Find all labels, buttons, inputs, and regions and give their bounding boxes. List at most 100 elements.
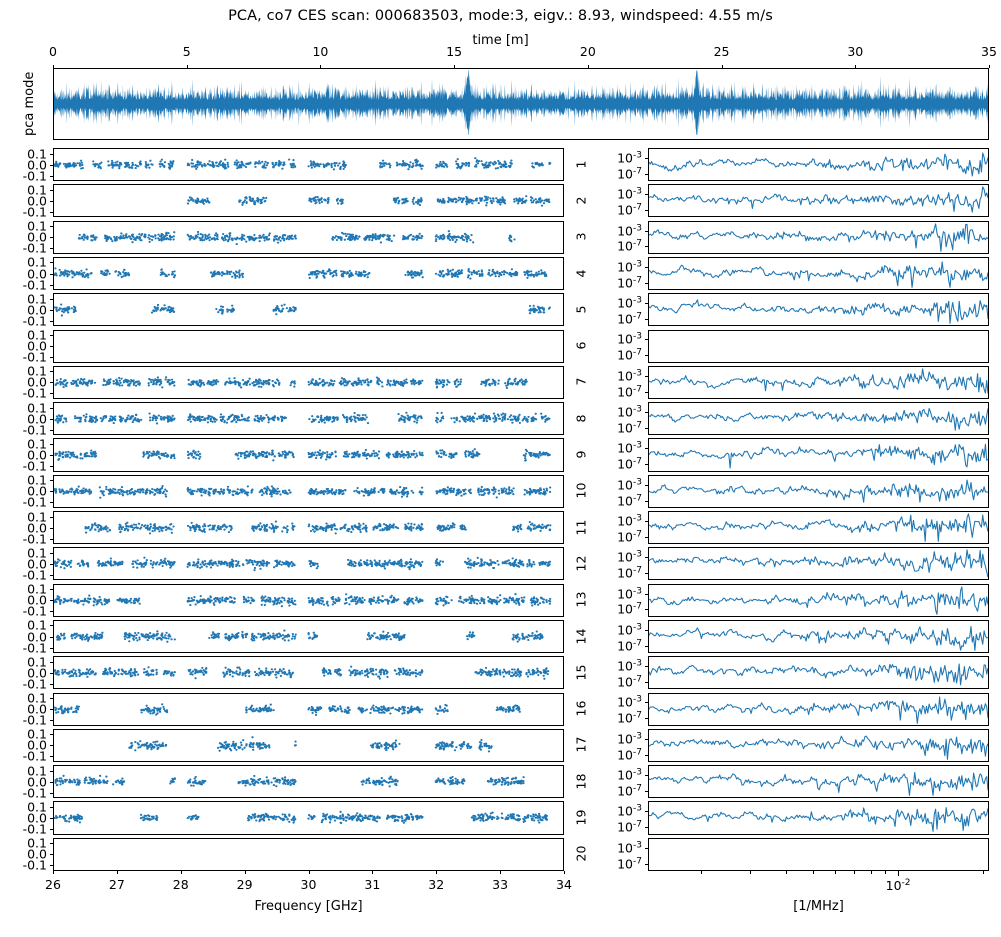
mode-yticklabel: 0.1 — [27, 799, 47, 815]
mode-yticklabel: 0.1 — [27, 581, 47, 597]
spectrum-yticklabel: 10-7 — [617, 565, 642, 581]
spectrum-ytick — [644, 230, 648, 232]
figure-title: PCA, co7 CES scan: 000683503, mode:3, ei… — [228, 8, 773, 24]
frequency-axis-tick — [53, 870, 54, 875]
mode-timestream-panel — [53, 329, 564, 363]
mode-ytick — [49, 248, 53, 250]
mode-timestream-panel — [53, 256, 564, 291]
mode-timestream-panel — [53, 474, 564, 508]
spectrum-yticklabel: 10-3 — [617, 513, 642, 529]
mode-ytick — [49, 611, 53, 613]
mode-number-label: 6 — [573, 341, 589, 350]
mode-ytick — [49, 443, 53, 445]
spectrum-yticklabel: 10-3 — [617, 404, 642, 420]
spectrum-yticklabel: 10-3 — [617, 694, 642, 711]
time-axis-tick — [454, 64, 456, 68]
mode-timestream-panel — [53, 293, 564, 327]
spectrum-yticklabel: 10-7 — [617, 529, 642, 545]
spectrum-ytick — [644, 391, 648, 393]
mode-ytick — [49, 429, 53, 431]
mode-ytick — [49, 647, 53, 649]
mode-number-label: 3 — [573, 232, 589, 241]
inv-mhz-axis-label: [1/MHz] — [793, 898, 844, 914]
mode-ytick — [49, 466, 53, 468]
mode-yticklabel: 0.0 — [27, 737, 47, 753]
spectrum-ytick — [644, 536, 648, 538]
mode-yticklabel: -0.1 — [22, 168, 47, 184]
spectrum-yticklabel: 10-3 — [617, 295, 642, 311]
mode-yticklabel: 0.0 — [27, 520, 47, 536]
spectrum-axis-minor-tick — [700, 870, 702, 875]
mode-yticklabel: 0.0 — [27, 157, 47, 173]
spectrum-ytick — [644, 339, 648, 341]
mode-powerspectrum-panel — [648, 148, 989, 182]
mode-ytick — [49, 770, 53, 772]
spectrum-axis-ticklabel: 10-2 — [885, 877, 911, 894]
mode-yticklabel: 0.1 — [27, 182, 47, 198]
spectrum-yticklabel: 10-7 — [617, 456, 642, 472]
spectrum-yticklabel: 10-7 — [617, 420, 642, 436]
mode-number-label: 16 — [573, 700, 589, 717]
mode-ytick — [49, 865, 53, 867]
spectrum-ytick — [644, 811, 648, 813]
mode-yticklabel: 0.1 — [27, 327, 47, 343]
mode-timestream-panel — [53, 511, 564, 545]
mode-ytick — [49, 189, 53, 191]
spectrum-yticklabel: 10-3 — [617, 477, 642, 493]
mode-yticklabel: 0.0 — [27, 665, 47, 681]
spectrum-ytick — [644, 557, 648, 559]
frequency-axis-ticklabel: 32 — [428, 876, 445, 892]
frequency-axis-ticklabel: 33 — [492, 876, 509, 892]
spectrum-ytick — [644, 775, 648, 777]
mode-ytick — [49, 226, 53, 228]
mode-timestream-panel — [53, 656, 564, 690]
mode-ytick — [49, 200, 53, 202]
mode-yticklabel: 0.1 — [27, 472, 47, 488]
time-axis-ticklabel: 20 — [579, 44, 596, 59]
mode-yticklabel: -0.1 — [22, 821, 47, 837]
mode-yticklabel: 0.1 — [27, 400, 47, 416]
mode-ytick — [49, 335, 53, 337]
mode-yticklabel: -0.1 — [22, 712, 47, 728]
spectrum-yticklabel: 10-7 — [617, 674, 642, 690]
mode-timestream-panel — [53, 438, 564, 472]
spectrum-ytick — [644, 754, 648, 756]
spectrum-axis-minor-tick — [870, 870, 872, 875]
mode-yticklabel: -0.1 — [22, 385, 47, 401]
mode-powerspectrum-panel — [648, 656, 989, 690]
spectrum-axis-minor-tick — [854, 870, 856, 875]
mode-powerspectrum-panel — [648, 402, 989, 436]
mode-yticklabel: -0.1 — [22, 458, 47, 474]
mode-timestream-panel — [53, 765, 564, 799]
time-axis-tick — [587, 64, 589, 68]
mode-number-label: 20 — [573, 845, 589, 862]
mode-ytick — [49, 709, 53, 711]
spectrum-yticklabel: 10-7 — [617, 202, 642, 218]
time-axis-tick — [721, 64, 723, 68]
mode-ytick — [49, 538, 53, 540]
mode-yticklabel: 0.1 — [27, 545, 47, 561]
mode-ytick — [49, 792, 53, 794]
mode-ytick — [49, 806, 53, 808]
mode-yticklabel: 0.0 — [27, 338, 47, 354]
spectrum-ytick — [644, 573, 648, 575]
mode-timestream-panel — [53, 184, 564, 218]
mode-timestream-panel — [53, 837, 564, 871]
spectrum-axis-minor-tick — [813, 870, 815, 875]
mode-yticklabel: -0.1 — [22, 240, 47, 256]
mode-ytick — [49, 237, 53, 239]
mode-timestream-panel — [53, 801, 564, 835]
time-axis-ticklabel: 15 — [446, 44, 463, 59]
mode-yticklabel: -0.1 — [22, 857, 47, 873]
mode-yticklabel: -0.1 — [22, 785, 47, 801]
mode-timestream-panel — [53, 547, 564, 581]
mode-number-label: 11 — [573, 519, 589, 536]
mode-powerspectrum-panel — [648, 329, 989, 363]
mode-number-label: 19 — [573, 809, 589, 826]
mode-ytick — [49, 502, 53, 504]
spectrum-yticklabel: 10-7 — [617, 166, 642, 182]
spectrum-yticklabel: 10-3 — [617, 767, 642, 783]
time-axis-ticklabel: 35 — [981, 44, 997, 59]
spectrum-axis-major-tick — [898, 870, 900, 876]
mode-timestream-panel — [53, 619, 564, 654]
